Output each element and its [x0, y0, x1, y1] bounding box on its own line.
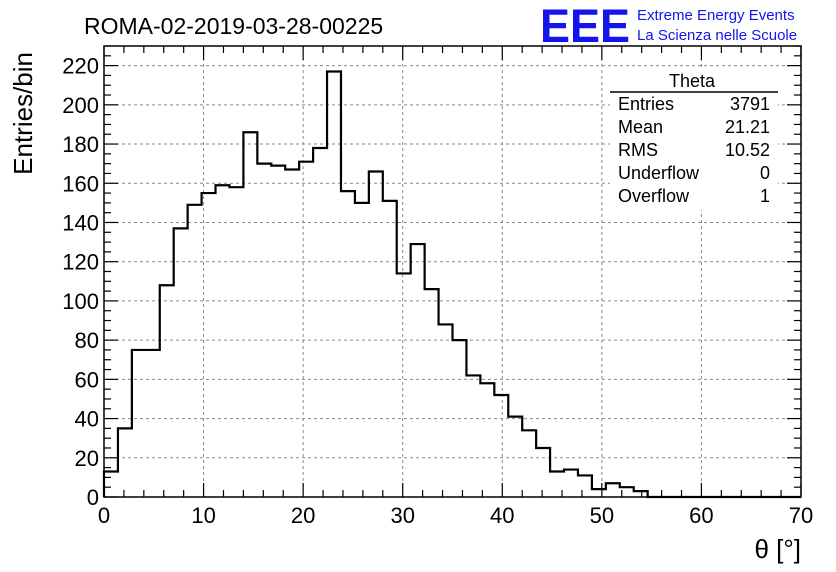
x-tick-label: 50	[590, 503, 614, 528]
histogram-bin	[271, 166, 285, 497]
tick-labels: 0 10 20 30 40 50 60 700204060801001201401601802…	[62, 54, 813, 528]
histogram-bin	[104, 472, 118, 497]
x-tick-label: 60	[689, 503, 713, 528]
histogram-bin	[174, 228, 188, 497]
histogram-bin	[118, 428, 132, 497]
histogram-bin	[216, 185, 230, 497]
histogram-bin	[243, 132, 257, 497]
x-tick-label: 30	[390, 503, 414, 528]
stats-label-mean: Mean	[618, 117, 663, 137]
histogram-bin	[508, 417, 522, 497]
x-axis-label: θ [°]	[754, 534, 801, 564]
x-tick-label: 10	[191, 503, 215, 528]
stats-box: Theta Entries 3791 Mean 21.21 RMS 10.52 …	[610, 70, 778, 210]
x-tick-label: 0	[98, 503, 110, 528]
stats-label-overflow: Overflow	[618, 186, 690, 206]
histogram-bin	[397, 273, 411, 497]
x-tick-label: 40	[490, 503, 514, 528]
histogram-bin	[439, 324, 453, 497]
histogram-bin	[369, 171, 383, 497]
stats-label-rms: RMS	[618, 140, 658, 160]
histogram-bin	[494, 395, 508, 497]
histogram-bin	[313, 148, 327, 497]
y-tick-label: 80	[75, 328, 99, 353]
axes	[103, 45, 802, 498]
stats-value-mean: 21.21	[725, 117, 770, 137]
histogram-bin	[202, 193, 216, 497]
histogram-bins	[102, 70, 801, 499]
histogram-bin	[285, 170, 299, 497]
histogram-bin	[564, 470, 578, 497]
y-tick-label: 60	[75, 367, 99, 392]
y-tick-label: 100	[62, 289, 99, 314]
y-tick-label: 0	[87, 485, 99, 510]
y-tick-label: 180	[62, 132, 99, 157]
histogram-bin	[466, 375, 480, 497]
histogram-bin	[453, 340, 467, 497]
histogram-bin	[160, 285, 174, 497]
y-tick-label: 200	[62, 93, 99, 118]
histogram-bin	[606, 483, 620, 497]
histogram-bin	[341, 191, 355, 497]
histogram-bin	[411, 244, 425, 497]
y-tick-label: 40	[75, 407, 99, 432]
histogram-bin	[327, 71, 341, 497]
histogram-bin	[578, 475, 592, 497]
histogram-bin	[480, 383, 494, 497]
stats-title: Theta	[669, 71, 716, 91]
histogram-bin	[634, 491, 648, 497]
histogram-bin	[229, 187, 243, 497]
histogram-bin	[299, 162, 313, 497]
y-tick-label: 20	[75, 446, 99, 471]
logo-line-1: Extreme Energy Events	[637, 7, 795, 24]
eee-logo: EEE	[540, 0, 630, 52]
histogram-bin	[522, 430, 536, 497]
histogram-bin	[188, 205, 202, 497]
histogram-bin	[425, 289, 439, 497]
stats-box-background	[610, 70, 778, 210]
stats-value-rms: 10.52	[725, 140, 770, 160]
histogram-bin	[132, 350, 146, 497]
stats-value-entries: 3791	[730, 94, 770, 114]
y-tick-label: 120	[62, 250, 99, 275]
histogram-outline	[102, 70, 801, 499]
histogram-bin	[355, 203, 369, 497]
stats-label-entries: Entries	[618, 94, 674, 114]
y-axis-label: Entries/bin	[8, 52, 38, 175]
y-tick-label: 220	[62, 54, 99, 79]
stats-value-underflow: 0	[760, 163, 770, 183]
histogram-bin	[257, 164, 271, 497]
histogram-bin	[383, 201, 397, 497]
chart-title: ROMA-02-2019-03-28-00225	[84, 13, 383, 39]
histogram-bin	[536, 448, 550, 497]
histogram-bin	[592, 489, 606, 497]
x-tick-label: 20	[291, 503, 315, 528]
x-tick-label: 70	[789, 503, 813, 528]
stats-value-overflow: 1	[760, 186, 770, 206]
logo-line-2: La Scienza nelle Scuole	[637, 27, 797, 44]
stats-label-underflow: Underflow	[618, 163, 700, 183]
y-tick-label: 160	[62, 171, 99, 196]
y-tick-label: 140	[62, 210, 99, 235]
histogram-bin	[146, 350, 160, 497]
